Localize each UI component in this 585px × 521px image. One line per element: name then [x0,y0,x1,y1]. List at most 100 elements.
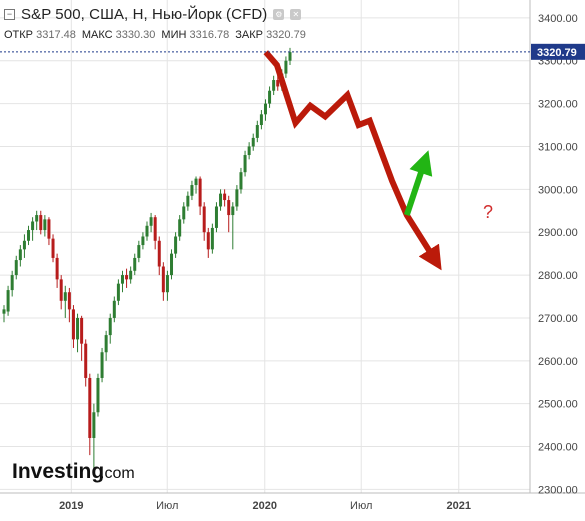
candle-body [92,412,96,438]
candle-body [247,146,251,156]
candle-body [71,309,75,340]
y-tick-label: 3200.00 [538,99,578,111]
candle-body [51,238,55,258]
ohlc-row: ОТКР 3317.48 МАКС 3330.30 МИН 3316.78 ЗА… [4,29,306,41]
candle-body [272,80,276,91]
ohlc-high: МАКС 3330.30 [81,29,156,41]
candle-body [55,257,59,280]
ohlc-open: ОТКР 3317.48 [4,29,76,41]
candle-body [43,219,47,231]
candle-body [129,270,133,280]
forecast-arrows [263,50,442,271]
candle-body [133,257,137,271]
forecast-bullish-arrow [403,150,433,217]
x-tick-label: Июл [156,500,178,512]
candle-body [186,195,190,207]
y-tick-label: 2800.00 [538,270,578,282]
candle-body [223,193,227,201]
candle-body [259,114,263,126]
watermark-suffix: .com [100,465,135,482]
chart-header: − S&P 500, США, H, Нью-Йорк (CFD) ⚙ ✕ ОТ… [0,0,585,48]
time-axis: 2019 Июл 2020 Июл 2021 [59,500,471,512]
last-price-tag [531,43,585,60]
candle-body [284,60,288,74]
candle-body [67,292,71,310]
y-tick-label: 2300.00 [538,484,578,496]
price-axis: 2300.00 2400.00 2500.00 2600.00 2700.00 2800.… [0,0,585,496]
candlestick-series [2,47,292,468]
candle-body [22,240,26,250]
candle-body [59,279,63,301]
candle-body [18,249,22,261]
candle-body [268,90,272,104]
candle-body [63,292,67,301]
candle-body [88,377,92,438]
watermark-brand: Investing [12,460,104,483]
y-tick-label: 2400.00 [538,442,578,454]
candle-body [6,290,10,312]
candle-body [39,215,43,231]
candle-body [174,236,178,254]
candle-body [161,266,165,293]
candle-body [76,317,80,340]
last-price-label: 3320.79 [537,47,577,59]
candle-body [206,232,210,250]
close-icon[interactable]: ✕ [290,9,302,20]
y-tick-label: 2900.00 [538,227,578,239]
candle-body [2,309,6,314]
grid [0,0,530,493]
y-tick-label: 2500.00 [538,399,578,411]
candle-body [157,240,161,267]
x-tick-label: Июл [350,500,372,512]
candle-body [165,275,169,293]
candle-body [10,275,14,291]
candle-body [235,189,239,207]
candle-body [190,185,194,196]
candle-body [27,230,31,241]
candle-body [251,137,255,147]
candle-body [108,317,112,336]
y-tick-label: 2600.00 [538,356,578,368]
candle-body [198,178,202,207]
candle-body [170,253,174,276]
candle-body [125,275,129,280]
candle-body [178,219,182,237]
candle-body [263,103,267,115]
candle-body [112,300,116,318]
candle-body [80,317,84,344]
candle-body [153,217,157,241]
candle-body [276,80,280,87]
x-tick-label: 2021 [446,500,470,512]
candle-body [31,221,35,231]
candle-body [96,377,100,413]
candle-body [227,200,231,216]
candle-body [14,260,18,276]
settings-gear-icon[interactable]: ⚙ [273,9,285,20]
candle-body [214,206,218,228]
candle-body [243,155,247,173]
y-tick-label: 3400.00 [538,13,578,25]
investing-watermark: Investing .com [12,460,135,483]
forecast-bearish-arrow [263,50,442,271]
x-tick-label: 2019 [59,500,83,512]
candle-body [255,125,259,138]
candle-body [104,335,108,353]
collapse-toggle-icon[interactable]: − [4,9,15,20]
candle-body [141,236,145,246]
candle-body [288,52,292,61]
candle-body [210,227,214,250]
candle-body [137,245,141,258]
candle-body [116,283,120,301]
candle-body [149,217,153,226]
candle-body [84,343,88,378]
question-mark-annotation: ? [483,202,493,222]
instrument-title: S&P 500, США, H, Нью-Йорк (CFD) [21,6,268,23]
candle-body [120,275,124,284]
x-tick-label: 2020 [253,500,277,512]
y-tick-label: 2700.00 [538,313,578,325]
title-row: − S&P 500, США, H, Нью-Йорк (CFD) ⚙ ✕ [4,6,302,23]
y-tick-label: 3100.00 [538,141,578,153]
candle-body [202,206,206,233]
